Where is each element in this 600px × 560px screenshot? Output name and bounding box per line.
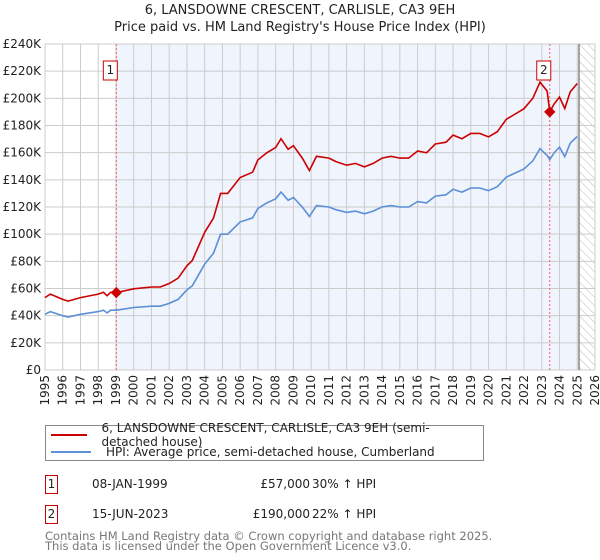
sale-annotation-label: 1 (107, 63, 115, 77)
x-tick-label: 2009 (286, 375, 300, 406)
transaction-date: 08-JAN-1999 (92, 477, 168, 491)
x-tick-label: 1997 (73, 375, 87, 406)
x-tick-label: 2007 (251, 375, 265, 406)
x-tick-label: 2013 (357, 375, 371, 406)
x-tick-label: 2021 (499, 375, 513, 406)
x-tick-label: 2005 (215, 375, 229, 406)
hpi-series-line (44, 135, 578, 318)
x-tick-label: 2000 (127, 375, 141, 406)
sale-annotation-box (536, 60, 552, 81)
legend: 6, LANSDOWNE CRESCENT, CARLISLE, CA3 9EH… (45, 421, 484, 461)
y-tick-label: £40K (10, 309, 42, 323)
x-tick-label: 2022 (517, 375, 531, 406)
x-tick-label: 2004 (198, 375, 212, 406)
transaction-badge: 2 (45, 505, 58, 524)
transaction-hpi: 30% ↑ HPI (312, 477, 377, 491)
x-tick-label: 1998 (91, 375, 105, 406)
y-tick-label: £20K (10, 336, 42, 350)
x-tick-label: 2008 (269, 375, 283, 406)
x-tick-label: 2018 (446, 375, 460, 406)
legend-item-hpi: HPI: Average price, semi-detached house,… (51, 444, 435, 460)
x-tick-label: 2001 (144, 375, 158, 406)
sale-annotation-label: 2 (540, 63, 548, 77)
y-tick-label: £200K (3, 91, 43, 105)
y-tick-label: £60K (10, 282, 42, 296)
legend-label: HPI: Average price, semi-detached house,… (106, 445, 435, 459)
y-tick-label: £80K (10, 254, 42, 268)
y-tick-label: £240K (3, 37, 43, 51)
legend-swatch-red (51, 434, 87, 436)
transaction-date: 15-JUN-2023 (92, 507, 169, 521)
y-tick-label: £100K (3, 227, 43, 241)
footer-line-2: This data is licensed under the Open Gov… (45, 539, 412, 553)
x-tick-label: 1999 (109, 375, 123, 406)
x-tick-label: 2003 (180, 375, 194, 406)
y-tick-label: £0 (26, 363, 41, 377)
x-tick-label: 1996 (56, 375, 70, 406)
y-tick-label: £120K (3, 200, 43, 214)
x-tick-label: 2006 (233, 375, 247, 406)
x-tick-label: 2012 (340, 375, 354, 406)
y-tick-label: £160K (3, 146, 43, 160)
transaction-price: £190,000 (252, 507, 310, 521)
x-tick-label: 2023 (535, 375, 549, 406)
x-tick-label: 2002 (162, 375, 176, 406)
footer-line-1: Contains HM Land Registry data © Crown c… (45, 529, 493, 543)
x-tick-label: 2017 (428, 375, 442, 406)
x-tick-label: 2024 (553, 375, 567, 406)
legend-item-property: 6, LANSDOWNE CRESCENT, CARLISLE, CA3 9EH… (51, 421, 483, 449)
transaction-row: 1 08-JAN-1999 £57,000 30% ↑ HPI (45, 475, 495, 495)
x-tick-label: 2016 (411, 375, 425, 406)
x-tick-label: 2026 (588, 375, 600, 406)
transaction-price: £57,000 (260, 477, 310, 491)
y-tick-label: £180K (3, 119, 43, 133)
plot-area: £0 £20K £40K £60K £80K £100K £120K £140K £160K £1… (3, 37, 600, 406)
x-tick-label: 2014 (375, 375, 389, 406)
plot-border (44, 43, 596, 371)
transaction-hpi: 22% ↑ HPI (312, 507, 377, 521)
x-tick-label: 2020 (482, 375, 496, 406)
x-tick-label: 2019 (464, 375, 478, 406)
x-tick-label: 2010 (304, 375, 318, 406)
property-series-line (44, 80, 578, 302)
x-tick-label: 1995 (38, 375, 52, 406)
transaction-badge: 1 (45, 475, 58, 494)
y-tick-label: £220K (3, 64, 43, 78)
sale-annotation-box (102, 60, 118, 81)
x-tick-label: 2025 (570, 375, 584, 406)
y-tick-label: £140K (3, 173, 43, 187)
legend-swatch-blue (51, 451, 91, 453)
transaction-row: 2 15-JUN-2023 £190,000 22% ↑ HPI (45, 505, 495, 525)
chart-title: 6, LANSDOWNE CRESCENT, CARLISLE, CA3 9EH (144, 3, 456, 18)
x-tick-label: 2011 (322, 375, 336, 406)
footer: Contains HM Land Registry data © Crown c… (45, 529, 493, 553)
chart-subtitle: Price paid vs. HM Land Registry's House … (114, 20, 486, 35)
legend-label: 6, LANSDOWNE CRESCENT, CARLISLE, CA3 9EH… (101, 421, 430, 449)
x-tick-label: 2015 (393, 375, 407, 406)
